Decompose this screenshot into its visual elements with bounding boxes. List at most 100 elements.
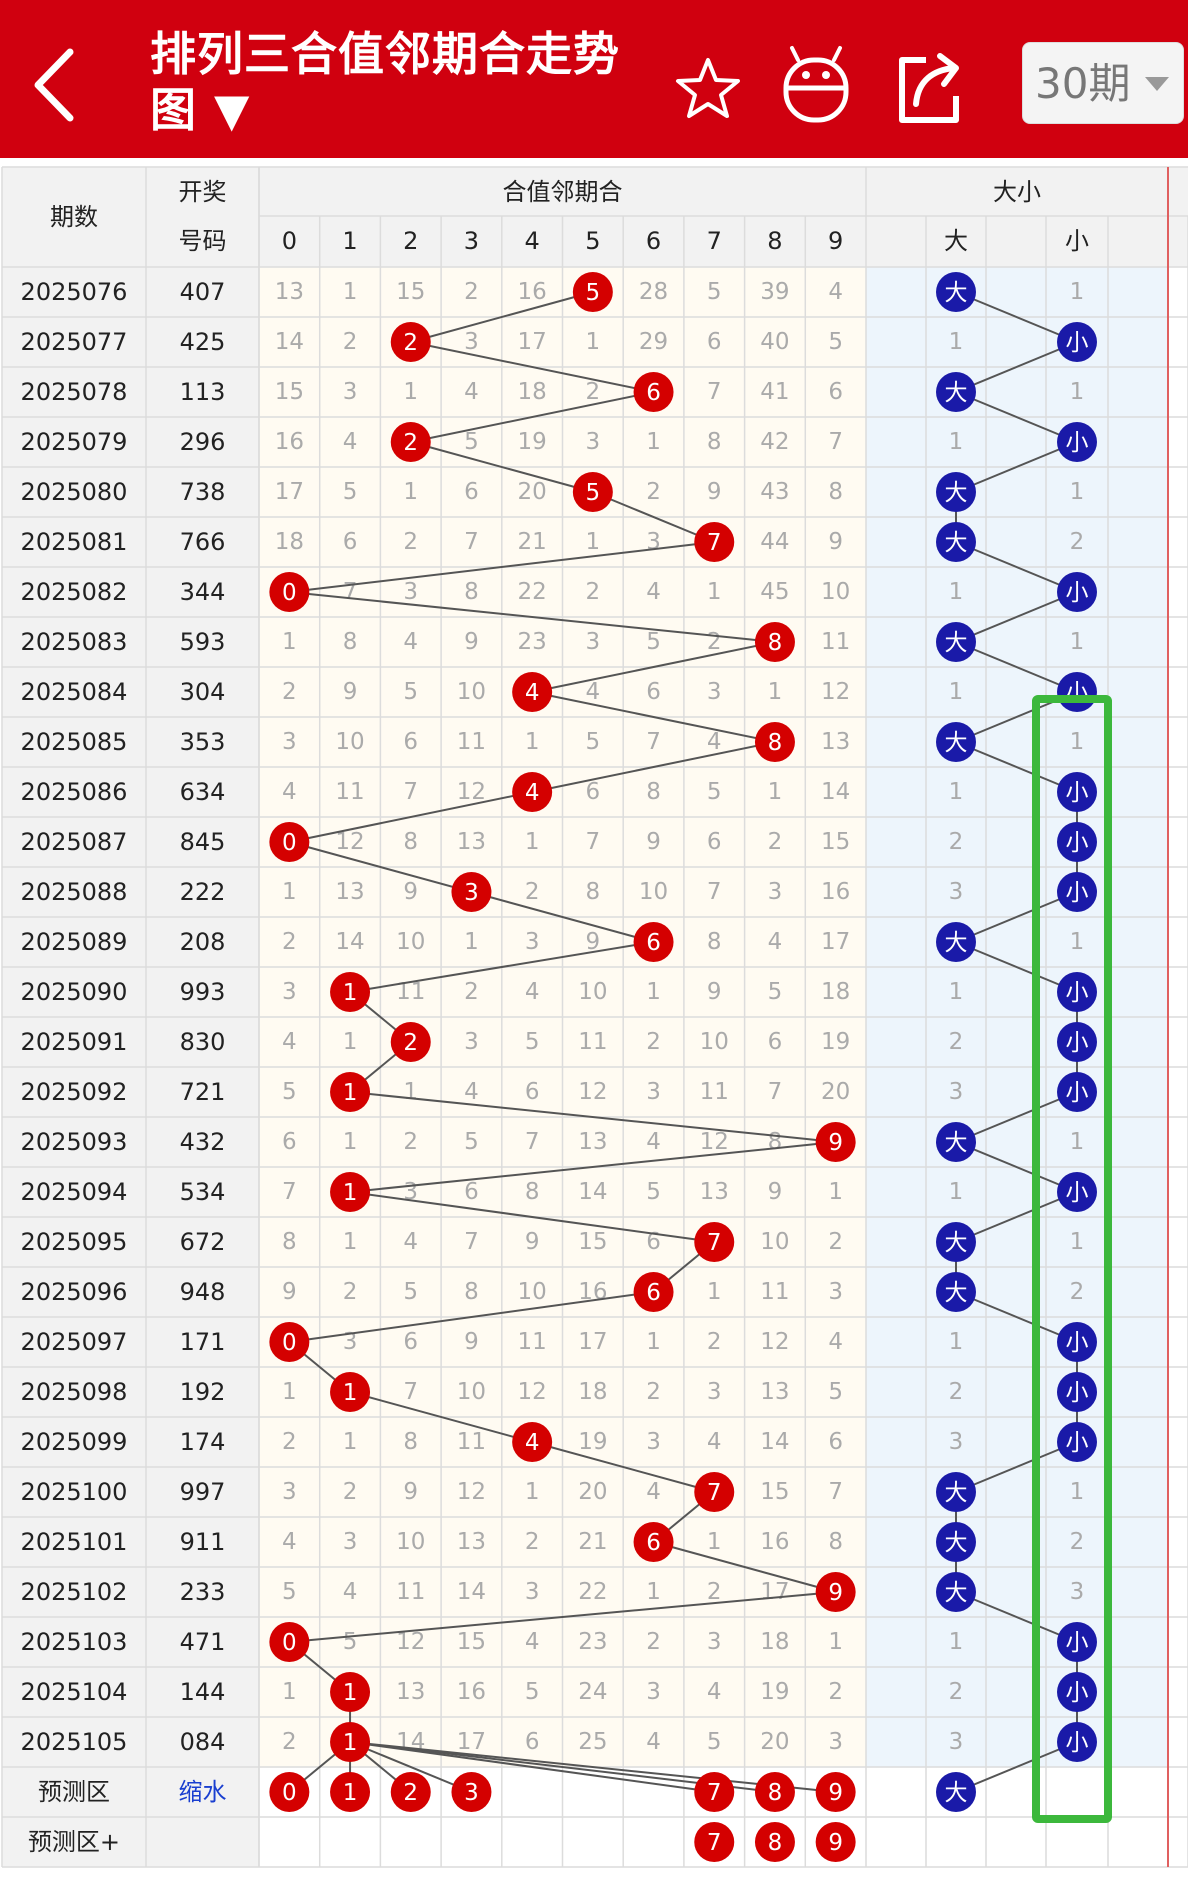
size-ball-label: 小 [1066,1180,1089,1206]
android-icon[interactable] [776,40,856,130]
miss-value: 7 [464,1229,479,1255]
sum-ball [330,1372,371,1412]
period-selector[interactable]: 30期 [1022,42,1184,124]
sum-ball-label: 1 [343,1080,358,1106]
small-miss-value: 2 [1070,1529,1085,1555]
size-ball-label: 小 [1066,430,1089,456]
sum-ball [512,1422,553,1462]
miss-value: 4 [343,1579,358,1605]
miss-value: 3 [343,1529,358,1555]
row-number: 144 [180,1678,226,1706]
miss-value: 3 [403,579,418,605]
back-arrow-icon[interactable] [22,40,92,130]
miss-value: 11 [457,729,486,755]
miss-value: 14 [821,779,850,805]
miss-value: 1 [343,1129,358,1155]
star-icon[interactable] [668,40,748,130]
miss-value: 4 [343,429,358,455]
miss-value: 19 [518,429,547,455]
big-miss-value: 1 [949,329,964,355]
miss-value: 3 [464,329,479,355]
miss-value: 3 [586,429,601,455]
miss-value: 13 [700,1179,729,1205]
share-icon[interactable] [888,40,968,130]
sum-ball [815,1572,856,1612]
sum-ball-label: 1 [343,1730,358,1756]
miss-value: 3 [707,679,722,705]
miss-value: 3 [828,1279,843,1305]
digit-header-8: 8 [767,227,782,255]
miss-value: 22 [518,579,547,605]
size-trend-line [955,1091,1078,1143]
row-number: 432 [180,1128,226,1156]
predict-ball-label: 9 [828,1780,843,1806]
miss-value: 4 [525,979,540,1005]
predict-size-ball [936,1772,976,1812]
miss-value: 9 [707,479,722,505]
size-ball [1057,1622,1097,1662]
miss-value: 4 [646,1479,661,1505]
size-ball [1057,572,1097,612]
row-issue: 2025103 [21,1628,128,1656]
miss-value: 5 [828,1379,843,1405]
size-ball [936,1472,976,1512]
miss-value: 15 [760,1479,789,1505]
sum-ball [694,522,735,562]
miss-value: 1 [525,729,540,755]
miss-value: 5 [646,629,661,655]
size-ball-label: 小 [1066,1380,1089,1406]
miss-value: 1 [707,579,722,605]
page-title[interactable]: 排列三合值邻期合走势图 ▼ [150,27,620,137]
sum-ball [330,1072,371,1112]
size-ball-label: 大 [945,1230,968,1256]
sum-ball-label: 2 [403,330,418,356]
shrink-link[interactable]: 缩水 [179,1778,227,1806]
miss-value: 5 [343,1629,358,1655]
predict-line [349,1741,715,1793]
miss-value: 3 [282,979,297,1005]
small-miss-value: 2 [1070,1279,1085,1305]
digit-header-4: 4 [525,227,540,255]
big-miss-value: 1 [949,679,964,705]
size-ball [1057,822,1097,862]
digit-header-7: 7 [707,227,722,255]
row-number: 766 [180,528,226,556]
miss-value: 4 [586,679,601,705]
predict-plus-ball [754,1822,795,1862]
miss-value: 7 [464,529,479,555]
miss-value: 11 [457,1429,486,1455]
miss-value: 10 [396,929,425,955]
miss-value: 41 [760,379,789,405]
miss-value: 2 [646,1379,661,1405]
predict-plus-ball-label: 8 [768,1830,783,1856]
sum-trend-line [653,1541,836,1593]
miss-value: 10 [821,579,850,605]
miss-value: 6 [586,779,601,805]
miss-value: 23 [518,629,547,655]
col-header-issue: 期数 [50,203,98,231]
miss-value: 7 [828,429,843,455]
sum-trend-line [349,941,654,993]
row-number: 407 [180,278,226,306]
size-ball-label: 小 [1066,1030,1089,1056]
miss-value: 22 [578,1579,607,1605]
miss-value: 16 [457,1679,486,1705]
miss-value: 3 [828,1729,843,1755]
miss-value: 9 [464,629,479,655]
sum-ball [390,322,431,362]
small-miss-value: 3 [1070,1579,1085,1605]
small-miss-value: 1 [1070,629,1085,655]
row-number: 830 [180,1028,226,1056]
miss-value: 21 [518,529,547,555]
miss-value: 7 [525,1129,540,1155]
sum-ball [633,922,674,962]
row-number: 208 [180,928,226,956]
miss-value: 7 [707,879,722,905]
sum-ball-label: 6 [646,930,661,956]
miss-value: 3 [343,379,358,405]
sum-ball [330,1172,371,1212]
miss-value: 2 [525,1529,540,1555]
row-number: 192 [180,1378,226,1406]
size-ball-label: 小 [1066,1630,1089,1656]
miss-value: 6 [343,529,358,555]
